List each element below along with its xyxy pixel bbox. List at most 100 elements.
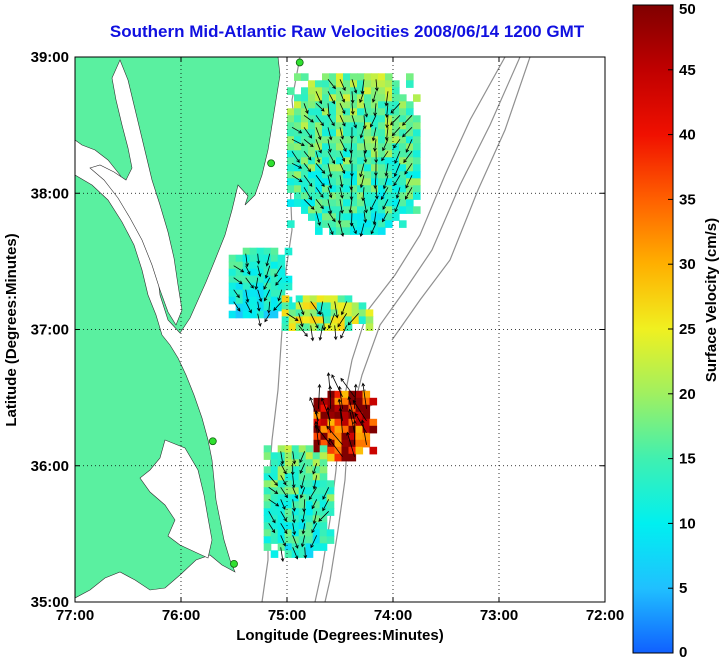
current-arrow — [370, 223, 377, 235]
current-arrow — [308, 487, 318, 501]
current-arrow — [363, 103, 369, 118]
velocity-cell — [294, 122, 302, 130]
current-arrow — [348, 199, 353, 214]
velocity-cell — [270, 550, 279, 558]
velocity-cell — [256, 261, 265, 270]
current-arrow — [327, 91, 335, 105]
current-arrow — [382, 139, 389, 152]
current-arrow — [268, 486, 279, 494]
velocity-cell — [313, 425, 322, 434]
velocity-cell — [326, 508, 335, 516]
velocity-cell — [263, 480, 272, 488]
velocity-cell — [235, 296, 244, 305]
velocity-cell — [277, 501, 286, 509]
current-arrow — [257, 265, 262, 278]
velocity-cell — [413, 150, 421, 158]
velocity-cell — [385, 136, 393, 144]
current-arrow — [340, 325, 348, 339]
velocity-cell — [362, 432, 371, 441]
current-arrow — [315, 199, 324, 210]
velocity-cell — [319, 473, 328, 481]
current-arrow — [233, 289, 240, 299]
velocity-cell — [322, 164, 330, 172]
velocity-cell — [357, 122, 365, 130]
velocity-cell — [336, 192, 344, 200]
velocity-cell — [309, 316, 318, 324]
velocity-cell — [385, 164, 393, 172]
velocity-cell — [326, 480, 335, 488]
velocity-cell — [235, 268, 244, 277]
velocity-cell — [301, 94, 309, 102]
velocity-cell — [329, 73, 337, 81]
velocity-cell — [357, 178, 365, 186]
velocity-cell — [270, 261, 279, 270]
velocity-cell — [323, 323, 332, 331]
velocity-cell — [350, 164, 358, 172]
velocity-cell — [305, 487, 314, 495]
velocity-cell — [343, 227, 351, 235]
velocity-cell — [350, 150, 358, 158]
velocity-cell — [357, 73, 365, 81]
velocity-cell — [326, 501, 335, 509]
velocity-cell — [343, 206, 351, 214]
velocity-cell — [343, 73, 351, 81]
velocity-cell — [399, 143, 407, 151]
velocity-cell — [291, 522, 300, 530]
velocity-cell — [341, 446, 350, 455]
velocity-cell — [263, 247, 272, 256]
velocity-cell — [294, 185, 302, 193]
current-arrow — [360, 79, 365, 95]
velocity-cell — [256, 282, 265, 291]
velocity-cell — [406, 129, 414, 137]
velocity-cell — [315, 227, 323, 235]
current-arrow — [280, 451, 285, 465]
velocity-cell — [355, 411, 364, 420]
velocity-cell — [378, 157, 386, 165]
velocity-cell — [308, 150, 316, 158]
velocity-cell — [298, 515, 307, 523]
current-arrow — [315, 103, 325, 112]
velocity-cell — [364, 199, 372, 207]
velocity-cell — [327, 432, 336, 441]
colorbar-tick-label: 0 — [679, 644, 687, 659]
velocity-cell — [348, 411, 357, 420]
x-tick-label: 77:00 — [56, 607, 94, 624]
velocity-cell — [228, 282, 237, 291]
velocity-cell — [291, 445, 300, 453]
velocity-cell — [336, 73, 344, 81]
velocity-cell — [385, 199, 393, 207]
velocity-cell — [287, 157, 295, 165]
velocity-cell — [330, 309, 339, 317]
velocity-cell — [357, 108, 365, 116]
current-arrow — [351, 79, 358, 94]
current-arrow — [312, 463, 318, 475]
velocity-cell — [291, 480, 300, 488]
velocity-cell — [329, 143, 337, 151]
current-arrow — [351, 223, 357, 235]
current-arrow — [326, 425, 343, 446]
velocity-cell — [284, 459, 293, 467]
velocity-cell — [270, 536, 279, 544]
velocity-cell — [406, 206, 414, 214]
velocity-cell — [329, 199, 337, 207]
velocity-cell — [329, 87, 337, 95]
velocity-cell — [316, 302, 325, 310]
velocity-cell — [235, 289, 244, 298]
current-arrow — [314, 424, 331, 446]
velocity-cell — [263, 543, 272, 551]
y-tick-label: 38:00 — [31, 185, 69, 202]
velocity-cell — [287, 164, 295, 172]
velocity-cell — [322, 150, 330, 158]
velocity-cell — [392, 136, 400, 144]
velocity-cell — [315, 122, 323, 130]
velocity-cell — [371, 73, 379, 81]
current-arrow — [301, 511, 306, 523]
velocity-cell — [308, 206, 316, 214]
current-arrow — [405, 139, 413, 153]
velocity-cell — [228, 275, 237, 284]
velocity-cell — [399, 206, 407, 214]
velocity-cell — [357, 220, 365, 228]
current-arrow — [339, 103, 346, 115]
velocity-cell — [294, 192, 302, 200]
